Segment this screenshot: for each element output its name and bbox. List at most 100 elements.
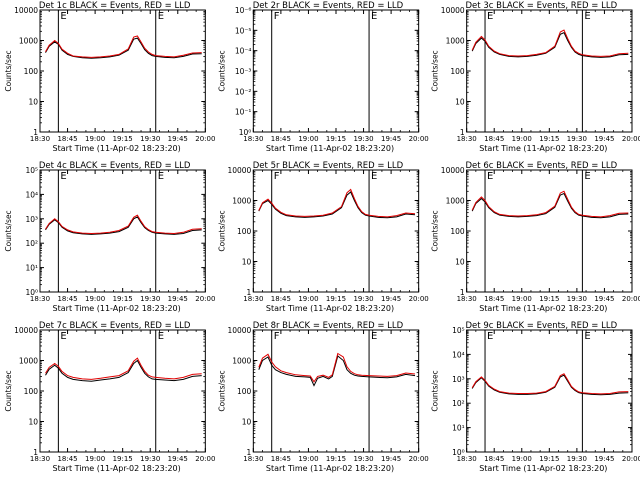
y-tick-label: 10¹ — [25, 264, 38, 273]
y-tick-label: 10¹ — [452, 424, 465, 433]
y-tick-label: 10⁻¹ — [235, 108, 252, 117]
x-tick-label: 18:45 — [57, 135, 77, 143]
plot-panel-9: Det 9c BLACK = Events, RED = LLD 10⁰ 10¹ 10… — [431, 321, 640, 473]
lld-series-line — [471, 190, 629, 218]
marker-label: F — [274, 171, 280, 182]
x-tick-label: 18:45 — [484, 135, 504, 143]
x-tick-label: 18:30 — [457, 295, 477, 303]
x-tick-label: 19:30 — [353, 135, 373, 143]
marker-label: F — [274, 11, 280, 22]
marker-label: E — [584, 11, 590, 22]
y-tick-label: 10⁵ — [452, 326, 465, 335]
x-tick-label: 19:15 — [326, 295, 346, 303]
x-tick-label: 19:00 — [85, 135, 105, 143]
y-axis-label: Counts/sec — [217, 210, 226, 251]
y-tick-label: 10² — [25, 239, 38, 248]
x-tick-label: 19:30 — [140, 295, 160, 303]
plot-frame — [39, 329, 206, 453]
x-tick-label: 19:30 — [353, 455, 373, 463]
x-axis-label: Start Time (11-Apr-02 18:23:20) — [266, 464, 394, 473]
x-tick-label: 19:30 — [567, 135, 587, 143]
x-tick-label: 19:15 — [326, 455, 346, 463]
y-tick-label: 1000 — [446, 197, 465, 206]
x-tick-label: 19:30 — [567, 295, 587, 303]
x-tick-label: 19:15 — [539, 135, 559, 143]
x-tick-label: 20:00 — [622, 295, 640, 303]
plot-frame — [252, 329, 420, 453]
y-tick-label: 10² — [452, 399, 465, 408]
x-tick-label: 19:45 — [594, 455, 614, 463]
y-tick-label: 1 — [247, 288, 252, 297]
plot-title: Det 7c BLACK = Events, RED = LLD — [39, 321, 191, 331]
events-series-line — [471, 374, 629, 396]
marker-label: E — [60, 171, 66, 182]
lld-series-line — [258, 352, 416, 383]
y-tick-label: 1 — [247, 448, 252, 457]
x-axis-label: Start Time (11-Apr-02 18:23:20) — [53, 304, 181, 313]
plot-panel-1: Det 1c BLACK = Events, RED = LLD 1 10 100 10… — [4, 1, 215, 153]
x-tick-label: 18:45 — [484, 455, 504, 463]
x-tick-label: 19:15 — [539, 295, 559, 303]
x-tick-label: 19:15 — [539, 455, 559, 463]
lld-series-line — [45, 35, 202, 58]
marker-label: E — [158, 11, 164, 22]
y-tick-label: 10 — [28, 418, 38, 427]
x-tick-label: 19:00 — [85, 455, 105, 463]
y-tick-label: 10⁵ — [25, 166, 38, 175]
x-tick-label: 19:15 — [326, 135, 346, 143]
y-axis-label: Counts/sec — [431, 210, 440, 251]
x-tick-label: 19:00 — [298, 455, 318, 463]
x-tick-label: 19:45 — [381, 295, 401, 303]
x-tick-label: 18:30 — [30, 295, 50, 303]
y-tick-label: 100 — [24, 387, 39, 396]
x-axis-label: Start Time (11-Apr-02 18:23:20) — [53, 144, 181, 153]
x-tick-label: 19:15 — [113, 295, 133, 303]
x-tick-label: 19:45 — [168, 135, 188, 143]
plot-title: Det 3c BLACK = Events, RED = LLD — [466, 1, 618, 11]
y-tick-label: 10⁻⁵ — [235, 26, 252, 35]
events-series-line — [471, 32, 629, 58]
marker-label: E — [584, 171, 590, 182]
y-tick-label: 10000 — [14, 6, 38, 15]
y-tick-label: 10⁻⁶ — [235, 6, 252, 15]
plot-frame — [466, 169, 633, 293]
plot-frame — [252, 9, 420, 133]
y-axis-label: Counts/sec — [431, 370, 440, 411]
plot-panel-7: Det 7c BLACK = Events, RED = LLD 1 10 100 10… — [4, 321, 215, 473]
y-tick-label: 10³ — [452, 375, 465, 384]
x-tick-label: 18:30 — [30, 455, 50, 463]
marker-label: E — [487, 11, 493, 22]
plot-frame — [466, 329, 633, 453]
x-tick-label: 19:00 — [512, 455, 532, 463]
events-series-line — [258, 355, 416, 387]
y-tick-label: 1000 — [446, 37, 465, 46]
plot-panel-6: Det 6c BLACK = Events, RED = LLD 1 10 100 10… — [431, 161, 640, 313]
y-tick-label: 10⁻² — [235, 87, 252, 96]
marker-label: E — [371, 171, 377, 182]
x-tick-label: 18:45 — [271, 135, 291, 143]
y-tick-label: 1000 — [19, 357, 38, 366]
y-tick-label: 10⁻³ — [235, 67, 252, 76]
x-tick-label: 19:30 — [140, 135, 160, 143]
y-tick-label: 10 — [28, 98, 38, 107]
y-axis-label: Counts/sec — [4, 210, 13, 251]
x-tick-label: 18:30 — [457, 135, 477, 143]
x-tick-label: 18:30 — [30, 135, 50, 143]
y-tick-label: 1 — [460, 288, 465, 297]
plot-panel-2: Det 2r BLACK = Events, RED = LLD 10⁰ 10⁻¹ 1… — [217, 1, 428, 153]
marker-label: E — [487, 331, 493, 342]
x-tick-label: 18:45 — [271, 455, 291, 463]
x-axis-label: Start Time (11-Apr-02 18:23:20) — [53, 464, 181, 473]
x-tick-label: 18:30 — [457, 455, 477, 463]
marker-label: E — [60, 331, 66, 342]
lld-series-line — [45, 357, 202, 380]
plot-title: Det 2r BLACK = Events, RED = LLD — [253, 1, 404, 11]
marker-label: E — [60, 11, 66, 22]
x-tick-label: 19:45 — [168, 455, 188, 463]
plot-frame — [39, 9, 206, 133]
x-tick-label: 19:15 — [113, 455, 133, 463]
x-tick-label: 18:45 — [57, 295, 77, 303]
y-tick-label: 10000 — [441, 166, 465, 175]
x-tick-label: 18:30 — [243, 135, 263, 143]
